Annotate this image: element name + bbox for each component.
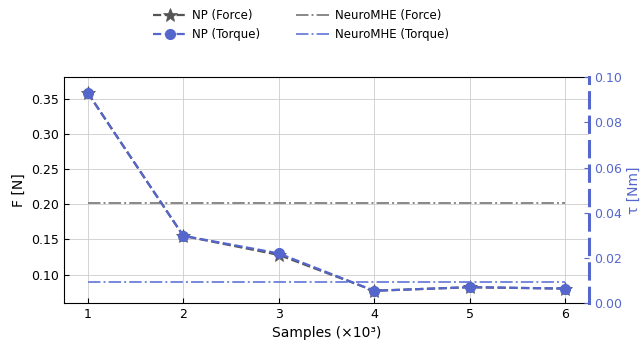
NP (Force) — [561, 287, 569, 291]
NP (Force) — [275, 253, 282, 257]
Line: NP (Torque): NP (Torque) — [83, 88, 570, 296]
NP (Force) — [371, 289, 378, 293]
NeuroMHE (Torque) — [466, 280, 474, 284]
NP (Torque) — [84, 91, 92, 95]
NP (Torque) — [561, 287, 569, 291]
Legend: NP (Force), NP (Torque), NeuroMHE (Force), NeuroMHE (Torque): NP (Force), NP (Torque), NeuroMHE (Force… — [150, 6, 452, 45]
NeuroMHE (Force) — [561, 201, 569, 205]
NP (Torque) — [275, 251, 282, 256]
NeuroMHE (Torque) — [179, 280, 187, 284]
Line: NP (Force): NP (Force) — [81, 86, 572, 298]
NeuroMHE (Torque) — [275, 280, 282, 284]
NeuroMHE (Torque) — [561, 280, 569, 284]
NeuroMHE (Force) — [466, 201, 474, 205]
NeuroMHE (Force) — [275, 201, 282, 205]
NP (Force) — [179, 234, 187, 238]
NP (Torque) — [179, 234, 187, 238]
NeuroMHE (Force) — [371, 201, 378, 205]
Y-axis label: F [N]: F [N] — [12, 173, 26, 207]
Y-axis label: τ [Nm]: τ [Nm] — [627, 166, 640, 214]
NeuroMHE (Torque) — [84, 280, 92, 284]
NP (Force) — [84, 91, 92, 95]
NeuroMHE (Force) — [179, 201, 187, 205]
X-axis label: Samples (×10³): Samples (×10³) — [272, 326, 381, 340]
NP (Torque) — [466, 285, 474, 289]
NP (Torque) — [371, 289, 378, 293]
NeuroMHE (Force) — [84, 201, 92, 205]
NP (Force) — [466, 285, 474, 289]
NeuroMHE (Torque) — [371, 280, 378, 284]
